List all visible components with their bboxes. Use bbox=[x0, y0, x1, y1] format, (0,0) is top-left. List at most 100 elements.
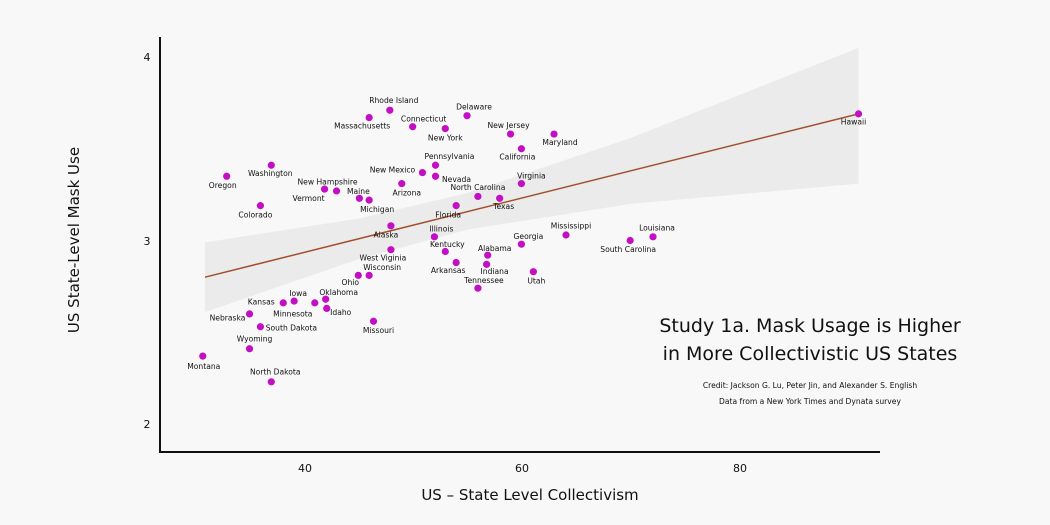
data-point bbox=[441, 124, 449, 133]
data-point bbox=[517, 180, 526, 188]
x-axis-label: US – State Level Collectivism bbox=[421, 486, 638, 504]
point-label: North Carolina bbox=[450, 183, 505, 192]
point-label: Vermont bbox=[293, 194, 325, 203]
data-point bbox=[320, 185, 329, 193]
y-tick-label: 3 bbox=[144, 235, 151, 248]
x-tick-label: 80 bbox=[733, 462, 747, 475]
data-point bbox=[431, 161, 440, 169]
point-label: Florida bbox=[435, 210, 461, 219]
point-label: Alaska bbox=[373, 231, 398, 240]
point-label: Illinois bbox=[429, 225, 453, 234]
data-point bbox=[279, 299, 287, 307]
chart-title-line: Study 1a. Mask Usage is Higher bbox=[659, 315, 961, 337]
point-label: Wyoming bbox=[237, 334, 273, 343]
data-point bbox=[369, 317, 378, 325]
point-label: Kansas bbox=[248, 298, 275, 307]
data-point bbox=[267, 378, 275, 386]
chart-title-line: in More Collectivistic US States bbox=[662, 343, 958, 365]
point-label: Virginia bbox=[517, 171, 546, 180]
data-point bbox=[452, 258, 460, 267]
data-point bbox=[441, 247, 449, 256]
point-label: Mississippi bbox=[551, 222, 591, 231]
data-point bbox=[354, 271, 362, 279]
x-tick-label: 40 bbox=[298, 462, 312, 475]
data-point bbox=[626, 236, 634, 245]
point-label: Hawaii bbox=[841, 118, 866, 127]
data-point bbox=[245, 345, 254, 353]
data-point bbox=[398, 180, 406, 188]
point-label: Michigan bbox=[360, 205, 394, 214]
point-label: Rhode Island bbox=[369, 96, 418, 105]
regression-line bbox=[204, 113, 859, 278]
point-label: New Jersey bbox=[487, 121, 530, 130]
data-point bbox=[529, 268, 537, 276]
point-label: New Mexico bbox=[370, 165, 416, 174]
data-point bbox=[256, 323, 265, 331]
chart-title: Study 1a. Mask Usage is Higher in More C… bbox=[610, 312, 1010, 368]
data-point bbox=[463, 112, 471, 120]
data-point bbox=[418, 169, 427, 177]
point-label: Colorado bbox=[238, 210, 272, 219]
data-point bbox=[332, 187, 341, 195]
data-point bbox=[223, 172, 231, 180]
data-point bbox=[452, 202, 460, 210]
data-point bbox=[199, 352, 207, 360]
point-label: Alabama bbox=[478, 244, 511, 253]
data-point bbox=[483, 260, 491, 268]
data-point bbox=[323, 304, 331, 312]
data-point bbox=[430, 233, 439, 241]
data-point bbox=[387, 222, 395, 230]
data-point bbox=[484, 251, 492, 259]
point-label: South Carolina bbox=[600, 245, 656, 254]
point-label: Maryland bbox=[542, 138, 577, 147]
data-point bbox=[409, 123, 417, 131]
point-label: North Dakota bbox=[250, 367, 301, 376]
point-label: Washington bbox=[248, 169, 293, 178]
data-point bbox=[290, 297, 298, 305]
data-point bbox=[355, 194, 363, 202]
point-label: Kentucky bbox=[430, 240, 465, 249]
data-point bbox=[562, 231, 570, 239]
point-label: South Dakota bbox=[266, 323, 317, 332]
data-point bbox=[431, 172, 440, 180]
data-point bbox=[311, 299, 319, 307]
data-point bbox=[517, 145, 526, 153]
data-point bbox=[365, 113, 373, 122]
credit-block: Credit: Jackson G. Lu, Peter Jin, and Al… bbox=[610, 378, 1010, 410]
data-point bbox=[496, 194, 504, 202]
data-point bbox=[506, 130, 515, 138]
confidence-band bbox=[204, 47, 859, 313]
data-point bbox=[517, 240, 526, 248]
point-label: Iowa bbox=[289, 289, 307, 298]
point-label: Arkansas bbox=[431, 266, 466, 275]
x-tick-label: 60 bbox=[515, 462, 529, 475]
point-label: Wisconsin bbox=[363, 263, 401, 272]
point-label: West Viginia bbox=[360, 253, 407, 262]
y-tick-label: 2 bbox=[144, 418, 151, 431]
data-point bbox=[854, 110, 863, 118]
y-tick-label: 4 bbox=[144, 51, 151, 64]
data-point bbox=[387, 246, 395, 254]
data-point bbox=[474, 192, 482, 201]
data-point bbox=[649, 233, 657, 241]
point-label: Delaware bbox=[456, 102, 492, 111]
source-text: Data from a New York Times and Dynata su… bbox=[719, 397, 901, 406]
point-label: Nebraska bbox=[210, 314, 246, 323]
point-label: Montana bbox=[187, 362, 220, 371]
point-label: Oregon bbox=[209, 181, 237, 190]
point-label: New Hampshire bbox=[297, 178, 357, 187]
point-label: California bbox=[499, 152, 535, 161]
data-point bbox=[550, 130, 558, 138]
point-label: Idaho bbox=[330, 308, 352, 317]
data-point bbox=[322, 295, 330, 303]
data-point bbox=[474, 284, 482, 292]
point-label: Louisiana bbox=[639, 224, 675, 233]
point-label: Utah bbox=[527, 276, 545, 285]
credit-text: Credit: Jackson G. Lu, Peter Jin, and Al… bbox=[702, 381, 918, 390]
y-axis-label: US State-Level Mask Use bbox=[65, 147, 83, 333]
data-point bbox=[256, 202, 265, 210]
data-point bbox=[267, 161, 275, 169]
point-label: Pennsylvania bbox=[425, 152, 475, 161]
data-point bbox=[245, 310, 254, 318]
